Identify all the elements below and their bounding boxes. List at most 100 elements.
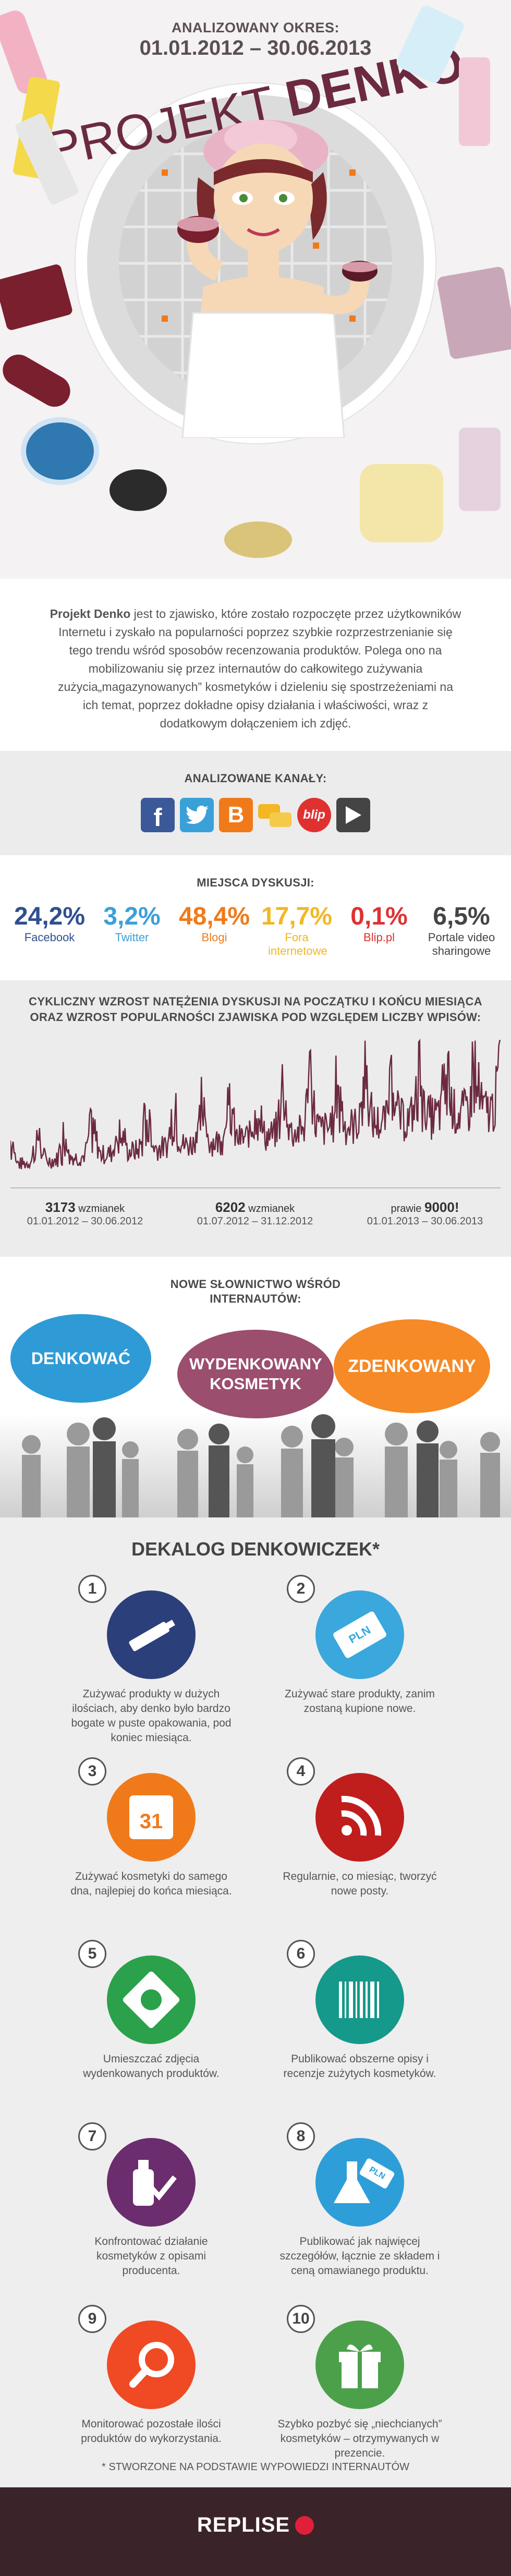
twitter-icon[interactable] (180, 798, 214, 832)
vocab-bubble-zdenkowany: ZDENKOWANY (334, 1319, 490, 1413)
crowd-silhouettes (0, 1413, 511, 1517)
brand-name: REPLISE (197, 2513, 290, 2536)
dekalog-item-2: 2 PLN Zużywać stare produkty, zanim zost… (276, 1575, 443, 1742)
place-label: Blip.pl (363, 931, 395, 944)
item-text: Regularnie, co miesiąc, tworzyć nowe pos… (283, 1870, 437, 1897)
place-stat: 6,5% Portale video sharingowe (422, 902, 501, 958)
tube-icon (107, 1590, 196, 1679)
dekalog-item-10: 10 Szybko pozbyć się „niechcianych” kosm… (276, 2305, 443, 2472)
item-number: 9 (78, 2305, 106, 2333)
rss-icon (315, 1773, 404, 1862)
cosmetic-jar-icon (21, 417, 99, 485)
item-number: 5 (78, 1940, 106, 1968)
period-prefix: prawie (391, 1203, 424, 1214)
place-stat: 24,2% Facebook (10, 902, 89, 958)
forum-icon[interactable] (258, 798, 292, 832)
place-value: 48,4% (178, 903, 250, 930)
photo-icon (107, 1955, 196, 2044)
place-label: Facebook (24, 931, 75, 944)
bubble-text: ZDENKOWANY (348, 1356, 476, 1376)
item-text: Zużywać produkty w dużych ilościach, aby… (71, 1688, 232, 1744)
dekalog-item-7: 7 Konfrontować działanie kosmetyków z op… (68, 2122, 235, 2289)
trend-period: prawie 9000! 01.01.2013 – 30.06.2013 (340, 1199, 510, 1228)
magnifier-icon (107, 2320, 196, 2409)
place-stat: 48,4% Blogi (175, 902, 253, 958)
period-range: 01.01.2012 – 30.06.2012 (27, 1216, 143, 1227)
places-section: MIEJSCA DYSKUSJI: 24,2% Facebook 3,2% Twit… (0, 855, 511, 980)
place-stat: 17,7% Fora internetowe (258, 902, 336, 958)
calendar-day: 31 (129, 1795, 173, 1839)
trend-period: 3173 wzmianek 01.01.2012 – 30.06.2012 (0, 1199, 170, 1228)
channels-heading: ANALIZOWANE KANAŁY: (184, 772, 327, 785)
blip-icon[interactable]: blip (297, 798, 331, 832)
dekalog-heading: DEKALOG DENKOWICZEK* (131, 1538, 380, 1560)
period-count: 3173 (45, 1199, 76, 1215)
place-label: Fora internetowe (268, 931, 327, 957)
cosmetic-tube-icon (436, 265, 511, 360)
brand-mark-icon (295, 2516, 314, 2535)
period-range: 01.07.2012 – 31.12.2012 (197, 1216, 313, 1227)
cosmetic-stick-icon (0, 349, 76, 412)
gift-icon (315, 2320, 404, 2409)
facebook-icon[interactable]: f (141, 798, 175, 832)
period-count: 6202 (215, 1199, 246, 1215)
hero-section: ANALIZOWANY OKRES: 01.01.2012 – 30.06.20… (0, 0, 511, 579)
trend-line (10, 1038, 501, 1170)
period-count: 9000! (424, 1199, 459, 1215)
dekalog-item-4: 4 Regularnie, co miesiąc, tworzyć nowe p… (276, 1757, 443, 1924)
barcode-icon (315, 1955, 404, 2044)
bubble-text: WYDENKOWANY KOSMETYK (189, 1355, 322, 1393)
place-stat: 3,2% Twitter (93, 902, 171, 958)
item-text: Publikować obszerne opisy i recenzje zuż… (283, 2053, 436, 2080)
vocab-bubble-denkowac: DENKOWAĆ (10, 1314, 151, 1403)
vocab-section: NOWE SŁOWNICTWO WŚRÓD INTERNAUTÓW: (0, 1257, 511, 1517)
dekalog-section: DEKALOG DENKOWICZEK* 1 Zużywać produkty … (0, 1517, 511, 2487)
item-number: 8 (287, 2122, 315, 2150)
bubble-text: DENKOWAĆ (31, 1348, 131, 1368)
trend-heading-1: CYKLICZNY WZROST NATĘŻENIA DYSKUSJI NA P… (29, 995, 482, 1008)
blogger-icon[interactable]: B (219, 798, 253, 832)
item-number: 7 (78, 2122, 106, 2150)
vocab-heading-1: NOWE SŁOWNICTWO WŚRÓD (170, 1278, 341, 1291)
trend-heading-2: ORAZ WZROST POPULARNOŚCI ZJAWISKA POD WZ… (30, 1011, 481, 1024)
cosmetic-bottle-icon (459, 428, 501, 511)
period-unit: wzmianek (75, 1203, 125, 1214)
item-number: 3 (78, 1757, 106, 1785)
dekalog-item-5: 5 Umieszczać zdjęcia wydenkowanych produ… (68, 1940, 235, 2107)
place-value: 17,7% (261, 903, 333, 930)
price-tag-icon: PLN (315, 1590, 404, 1679)
trend-section: CYKLICZNY WZROST NATĘŻENIA DYSKUSJI NA P… (0, 980, 511, 1257)
dekalog-item-6: 6 Publikować obszerne opisy i recenzje z… (276, 1940, 443, 2107)
place-label: Portale video sharingowe (428, 931, 495, 957)
trend-line-chart (10, 1038, 501, 1188)
channels-section: ANALIZOWANE KANAŁY: f B blip (0, 751, 511, 855)
dekalog-item-1: 1 Zużywać produkty w dużych ilościach, a… (68, 1575, 235, 1744)
video-icon[interactable] (336, 798, 370, 832)
intro-text: Projekt Denko jest to zjawisko, które zo… (50, 605, 461, 733)
cosmetic-jar-icon (110, 469, 167, 511)
cosmetic-bottle-icon (459, 57, 490, 146)
place-stat: 0,1% Blip.pl (340, 902, 418, 958)
item-text: Publikować jak najwięcej szczegółów, łąc… (279, 2235, 440, 2277)
intro-lead: Projekt Denko (50, 607, 131, 621)
period-unit: wzmianek (245, 1203, 295, 1214)
item-text: Szybko pozbyć się „niechcianych” kosmety… (277, 2418, 442, 2459)
trend-period: 6202 wzmianek 01.07.2012 – 31.12.2012 (170, 1199, 340, 1228)
place-value: 6,5% (433, 903, 490, 930)
cosmetic-jar-icon (224, 521, 292, 558)
footer: REPLISE (0, 2487, 511, 2576)
vocab-heading-2: INTERNAUTÓW: (210, 1292, 301, 1305)
channels-icons: f B blip (141, 798, 370, 834)
dekalog-item-9: 9 Monitorować pozostałe ilości produktów… (68, 2305, 235, 2472)
item-text: Zużywać stare produkty, zanim zostaną ku… (285, 1688, 435, 1715)
flask-tag-icon: PLN (315, 2138, 404, 2227)
item-number: 10 (287, 2305, 315, 2333)
brand-logo[interactable]: REPLISE (0, 2513, 511, 2537)
item-number: 4 (287, 1757, 315, 1785)
item-number: 1 (78, 1575, 106, 1603)
dekalog-item-8: 8 PLN Publikować jak najwięcej szczegółó… (276, 2122, 443, 2289)
dekalog-footnote: * STWORZONE NA PODSTAWIE WYPOWIEDZI INTE… (102, 2461, 409, 2473)
check-bottle-icon (107, 2138, 196, 2227)
period-label: ANALIZOWANY OKRES: (171, 20, 339, 35)
item-text: Monitorować pozostałe ilości produktów d… (81, 2418, 222, 2445)
